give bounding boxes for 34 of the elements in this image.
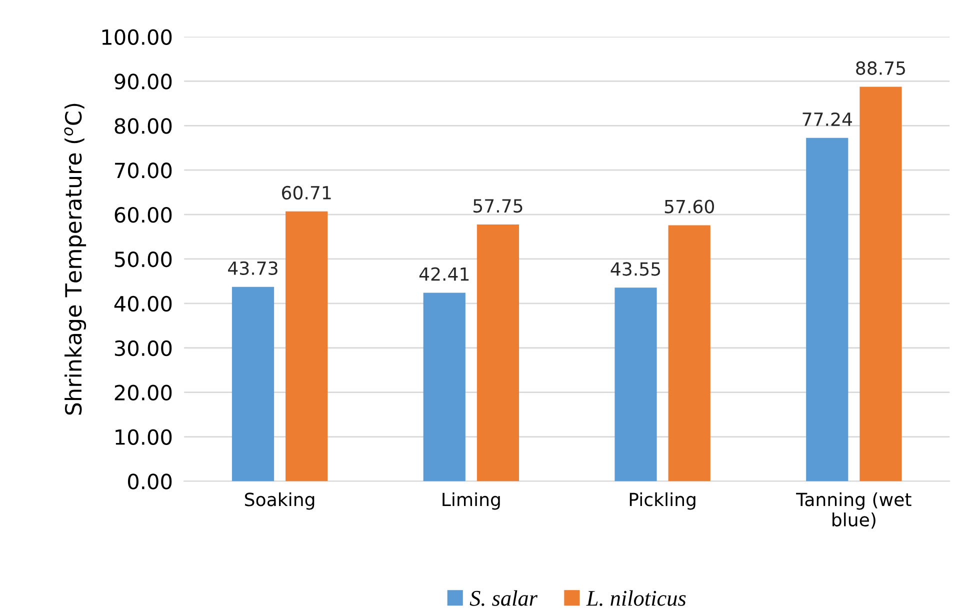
- y-tick-label: 80.00: [114, 118, 172, 134]
- bar: [423, 292, 466, 482]
- bar: [806, 138, 848, 482]
- data-label: 43.73: [228, 261, 278, 276]
- bar: [476, 224, 520, 482]
- x-tick-label: Tanning (wet blue): [796, 492, 912, 529]
- x-tick-label: Soaking: [245, 492, 314, 510]
- y-tick-label: 20.00: [114, 384, 172, 401]
- y-axis-title: Shrinkage Temperature ($^{o}$C): [64, 104, 86, 415]
- bar: [232, 286, 274, 482]
- bar: [860, 86, 902, 482]
- data-label: 42.41: [419, 267, 469, 281]
- data-label: 88.75: [856, 61, 905, 75]
- data-label: 77.24: [802, 112, 852, 126]
- data-label: 57.60: [664, 200, 714, 214]
- y-tick-label: 90.00: [114, 74, 172, 90]
- y-tick-label: 0.00: [128, 474, 172, 490]
- legend-label: S. salar: [470, 590, 538, 606]
- bar: [668, 225, 710, 482]
- y-tick-label: 50.00: [114, 251, 172, 268]
- y-tick-label: 40.00: [114, 296, 172, 312]
- data-label: 60.71: [282, 186, 331, 200]
- y-tick-label: 10.00: [116, 429, 172, 445]
- data-label: 43.55: [610, 262, 660, 276]
- legend-label: L. niloticus: [586, 590, 686, 606]
- x-tick-label: Pickling: [630, 492, 696, 510]
- y-tick-label: 30.00: [114, 340, 172, 356]
- bar: [286, 211, 328, 482]
- data-label: 57.75: [474, 199, 522, 213]
- y-tick-label: 100.00: [102, 29, 172, 45]
- bar: [614, 288, 657, 482]
- y-tick-label: 60.00: [114, 207, 172, 223]
- y-tick-label: 70.00: [115, 162, 172, 178]
- x-tick-label: Liming: [442, 492, 500, 510]
